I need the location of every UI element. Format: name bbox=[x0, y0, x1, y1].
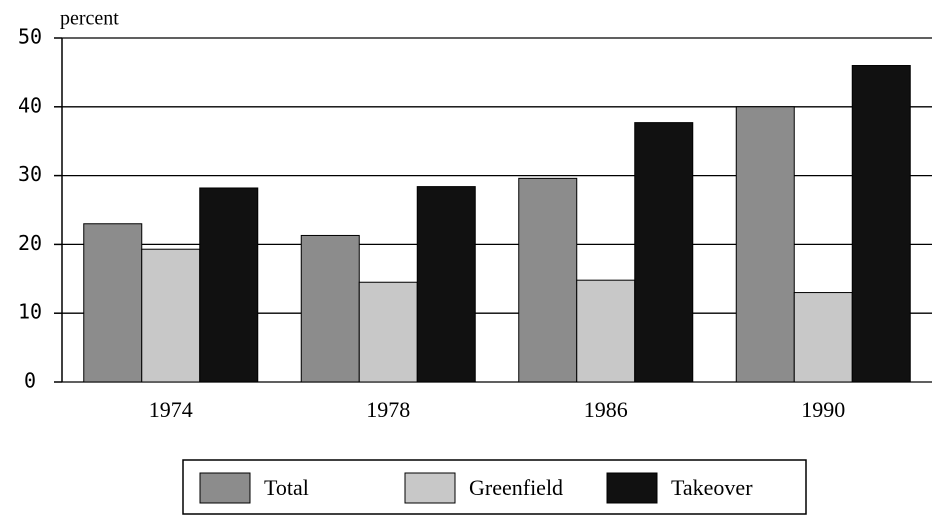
bar bbox=[518, 177, 578, 383]
bar bbox=[416, 186, 476, 383]
bar bbox=[851, 65, 911, 383]
bar bbox=[634, 122, 694, 383]
bar bbox=[735, 106, 795, 383]
legend-label: Greenfield bbox=[469, 475, 563, 500]
y-tick-label: 0 bbox=[24, 369, 36, 393]
bar bbox=[83, 223, 143, 383]
x-tick-label: 1990 bbox=[801, 397, 845, 422]
y-axis-label: percent bbox=[60, 8, 119, 30]
x-tick-label: 1986 bbox=[584, 397, 628, 422]
x-tick-label: 1974 bbox=[149, 397, 193, 422]
bar bbox=[141, 248, 201, 383]
legend-label: Takeover bbox=[671, 475, 753, 500]
legend-swatch bbox=[606, 472, 658, 504]
legend-swatch bbox=[404, 472, 456, 504]
bar bbox=[358, 281, 418, 383]
legend-label: Total bbox=[264, 475, 309, 500]
bar bbox=[300, 234, 360, 383]
x-tick-label: 1978 bbox=[366, 397, 410, 422]
bar bbox=[199, 187, 259, 383]
y-tick-label: 30 bbox=[18, 162, 42, 186]
legend-box bbox=[182, 459, 807, 515]
y-tick-label: 40 bbox=[18, 93, 42, 117]
bar bbox=[793, 292, 853, 383]
y-tick-label: 20 bbox=[18, 231, 42, 255]
bar bbox=[576, 279, 636, 383]
y-tick-label: 10 bbox=[18, 300, 42, 324]
y-tick-label: 50 bbox=[18, 25, 42, 49]
legend-swatch bbox=[199, 472, 251, 504]
